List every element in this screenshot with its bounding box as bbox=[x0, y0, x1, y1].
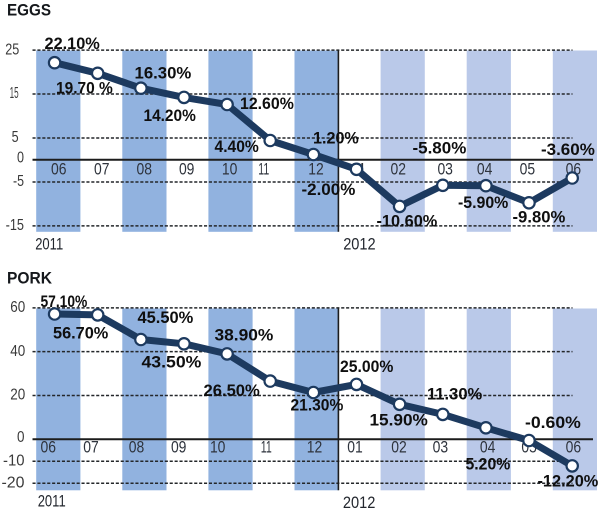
svg-text:-5: -5 bbox=[13, 173, 24, 190]
svg-text:26.50%: 26.50% bbox=[204, 382, 260, 400]
svg-text:43.50%: 43.50% bbox=[142, 354, 202, 372]
svg-text:08: 08 bbox=[129, 439, 145, 457]
svg-text:04: 04 bbox=[480, 439, 496, 457]
svg-text:0: 0 bbox=[17, 429, 25, 446]
svg-text:03: 03 bbox=[437, 161, 453, 179]
svg-text:2011: 2011 bbox=[38, 493, 66, 511]
svg-text:EGGS: EGGS bbox=[7, 2, 51, 20]
svg-text:25: 25 bbox=[5, 41, 19, 58]
svg-text:57.10%: 57.10% bbox=[41, 293, 88, 311]
svg-text:2012: 2012 bbox=[343, 494, 376, 512]
svg-text:03: 03 bbox=[433, 439, 449, 457]
svg-text:45.50%: 45.50% bbox=[138, 309, 194, 327]
svg-text:-20: -20 bbox=[2, 474, 25, 491]
svg-text:-5.90%: -5.90% bbox=[458, 194, 508, 212]
svg-text:2012: 2012 bbox=[343, 236, 376, 254]
svg-text:11: 11 bbox=[261, 439, 272, 457]
svg-text:11.30%: 11.30% bbox=[427, 386, 482, 404]
svg-text:-9.80%: -9.80% bbox=[513, 208, 566, 226]
svg-text:19.70 %: 19.70 % bbox=[56, 80, 113, 98]
svg-text:06: 06 bbox=[566, 439, 582, 457]
svg-text:10: 10 bbox=[222, 161, 238, 179]
svg-text:0: 0 bbox=[17, 150, 24, 167]
svg-text:-2.00%: -2.00% bbox=[302, 181, 356, 199]
svg-text:12: 12 bbox=[307, 439, 323, 457]
svg-text:-0.60%: -0.60% bbox=[525, 414, 581, 432]
svg-text:08: 08 bbox=[137, 161, 153, 179]
svg-text:02: 02 bbox=[391, 161, 407, 179]
svg-text:-15: -15 bbox=[6, 217, 24, 234]
svg-text:-10: -10 bbox=[3, 452, 25, 469]
svg-text:-10.60%: -10.60% bbox=[377, 212, 438, 230]
svg-text:07: 07 bbox=[83, 439, 99, 457]
svg-text:PORK: PORK bbox=[7, 270, 52, 288]
svg-text:04: 04 bbox=[477, 161, 493, 179]
svg-text:2011: 2011 bbox=[35, 235, 63, 253]
svg-text:56.70%: 56.70% bbox=[53, 324, 108, 342]
svg-text:15: 15 bbox=[10, 85, 19, 102]
svg-text:10: 10 bbox=[210, 439, 226, 457]
svg-text:07: 07 bbox=[94, 161, 110, 179]
svg-text:40: 40 bbox=[10, 343, 25, 360]
svg-text:-5.80%: -5.80% bbox=[413, 139, 467, 157]
svg-text:09: 09 bbox=[171, 439, 187, 457]
svg-text:22.10%: 22.10% bbox=[45, 35, 100, 53]
svg-text:01: 01 bbox=[347, 439, 363, 457]
svg-text:38.90%: 38.90% bbox=[215, 326, 274, 344]
svg-text:09: 09 bbox=[179, 161, 195, 179]
svg-text:16.30%: 16.30% bbox=[135, 64, 192, 82]
svg-text:5: 5 bbox=[12, 129, 19, 146]
svg-text:4.40%: 4.40% bbox=[215, 138, 259, 156]
svg-text:12.60%: 12.60% bbox=[240, 95, 294, 113]
svg-text:11: 11 bbox=[258, 161, 269, 179]
svg-text:20: 20 bbox=[10, 387, 25, 404]
svg-text:14.20%: 14.20% bbox=[144, 107, 196, 125]
svg-text:1.20%: 1.20% bbox=[313, 129, 359, 147]
svg-text:06: 06 bbox=[51, 161, 67, 179]
svg-text:60: 60 bbox=[10, 299, 25, 316]
svg-text:25.00%: 25.00% bbox=[340, 358, 393, 376]
svg-text:02: 02 bbox=[391, 439, 407, 457]
svg-text:15.90%: 15.90% bbox=[370, 412, 428, 430]
svg-text:05: 05 bbox=[520, 161, 536, 179]
svg-text:-12.20%: -12.20% bbox=[538, 472, 599, 490]
svg-text:-3.60%: -3.60% bbox=[541, 141, 595, 159]
svg-text:5.20%: 5.20% bbox=[466, 455, 511, 473]
svg-text:12: 12 bbox=[308, 161, 324, 179]
svg-text:21.30%: 21.30% bbox=[291, 397, 344, 415]
svg-text:06: 06 bbox=[41, 439, 57, 457]
